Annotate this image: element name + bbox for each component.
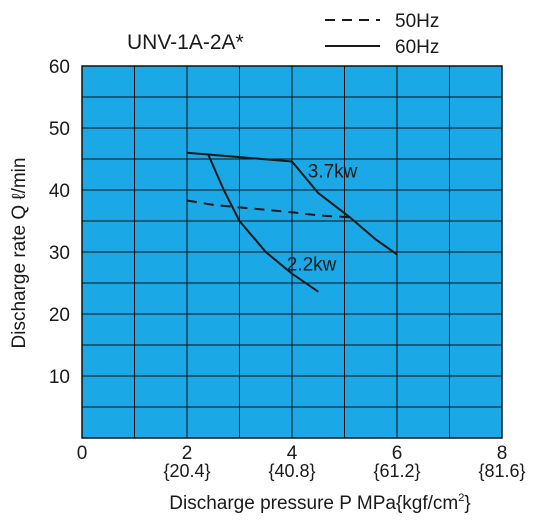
series-group [186, 151, 398, 293]
y-tick-label: 30 [49, 243, 70, 264]
x-tick-label: 0 [77, 443, 88, 464]
tick-labels: 10 20 30 40 50 60 0 2{20.4} 4{40.8} 6{61.2} 8{81.6… [49, 57, 526, 481]
x-tick-label: 2 [182, 443, 193, 464]
legend-label-50hz: 50Hz [395, 11, 439, 32]
grid [82, 66, 502, 438]
y-axis-label: Discharge rate Q ℓ/min [9, 158, 30, 349]
x-tick-label: 6 [392, 443, 403, 464]
annotations: 3.7kw 2.2kw [287, 162, 358, 276]
y-tick-label: 60 [49, 57, 70, 78]
x-axis-label-close: } [464, 493, 470, 514]
curve-annotation: 3.7kw [308, 162, 358, 183]
x-axis-label-main: Discharge pressure P MPa{kgf/cm [169, 493, 458, 514]
series-line-dashed [186, 199, 350, 219]
x-tick-secondary-label: {40.8} [268, 461, 315, 481]
curve-annotation: 2.2kw [287, 255, 337, 276]
y-tick-label: 40 [49, 181, 70, 202]
y-tick-label: 50 [49, 119, 70, 140]
y-tick-label: 20 [49, 305, 70, 326]
x-tick-label: 8 [497, 443, 508, 464]
x-tick-secondary-label: {61.2} [373, 461, 420, 481]
series-line-solid [186, 151, 398, 256]
legend-label-60hz: 60Hz [395, 37, 439, 58]
x-axis-label: Discharge pressure P MPa{kgf/cm2} [169, 492, 470, 514]
x-axis-label-sup: 2 [458, 492, 464, 504]
legend: 50Hz 60Hz [325, 11, 439, 58]
plot-border [81, 65, 503, 439]
y-tick-label: 10 [49, 367, 70, 388]
x-tick-label: 4 [287, 443, 298, 464]
chart-title: UNV-1A-2A* [127, 31, 244, 54]
x-tick-secondary-label: {20.4} [163, 461, 210, 481]
series-line-solid [207, 153, 319, 293]
x-tick-secondary-label: {81.6} [478, 461, 525, 481]
